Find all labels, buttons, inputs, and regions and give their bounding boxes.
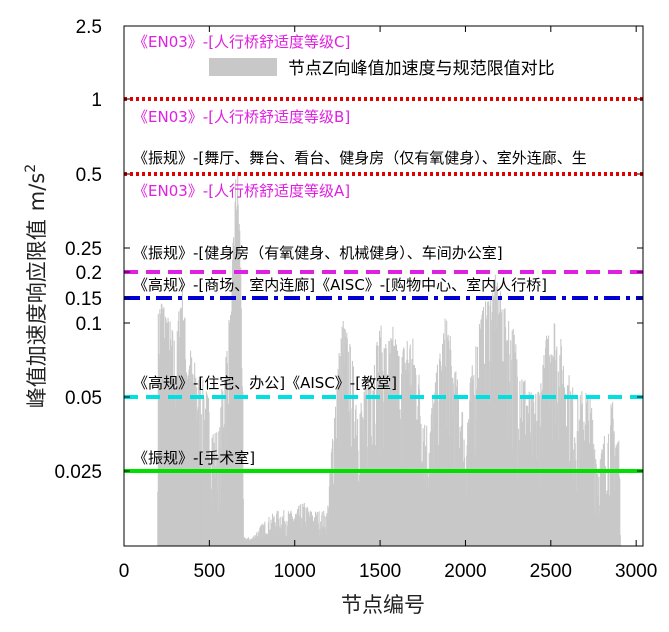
legend-label: 节点Z向峰值加速度与规范限值对比 — [288, 59, 555, 79]
limit-line-label: 《EN03》-[人行桥舒适度等级C] — [133, 33, 350, 51]
y-axis-title: 峰值加速度响应限值 m/s2 — [23, 164, 49, 408]
limit-line-label: 《高规》-[住宅、办公]《AISC》-[教堂] — [133, 374, 397, 392]
y-tick-label: 0.1 — [76, 314, 102, 335]
x-tick-label: 2000 — [444, 561, 486, 582]
y-tick-label: 0.5 — [76, 165, 102, 186]
legend-swatch — [209, 58, 277, 76]
limit-line-label: 《EN03》-[人行桥舒适度等级B] — [133, 108, 350, 126]
y-tick-label: 0.05 — [65, 388, 102, 409]
x-tick-label: 2500 — [530, 561, 572, 582]
y-axis-unit-sup: 2 — [23, 164, 39, 173]
y-axis-title-text: 峰值加速度响应限值 — [25, 219, 49, 408]
x-tick-label: 0 — [119, 561, 130, 582]
x-tick-label: 3000 — [615, 561, 657, 582]
y-tick-label: 0.025 — [54, 462, 102, 483]
annotation-layer: 《EN03》-[人行桥舒适度等级C] 《EN03》-[人行桥舒适度等级B] 《振规》… — [133, 33, 587, 467]
y-tick-label: 1 — [91, 90, 102, 111]
y-tick-label: 0.15 — [65, 289, 102, 310]
limit-line-label: 《振规》-[舞厅、舞台、看台、健身房（仅有氧健身）、室外连廊、生 — [133, 149, 587, 167]
x-tick-label: 500 — [194, 561, 226, 582]
limit-line-label: 《EN03》-[人行桥舒适度等级A] — [133, 182, 350, 200]
data-series-layer — [157, 172, 621, 546]
y-tick-label: 0.2 — [76, 263, 102, 284]
limit-line-label: 《振规》-[手术室] — [133, 449, 255, 467]
limit-lines-layer — [124, 97, 643, 473]
y-tick-label: 0.25 — [65, 239, 102, 260]
plot-frame — [123, 25, 644, 547]
x-tick-label: 1500 — [359, 561, 401, 582]
x-tick-label: 1000 — [274, 561, 316, 582]
limit-line-label: 《振规》-[健身房（有氧健身、机械健身）、车间办公室] — [133, 244, 503, 262]
y-axis-unit: m/s — [25, 173, 49, 211]
x-axis-title: 节点编号 — [341, 593, 425, 617]
limit-line-label: 《高规》-[商场、室内连廊]《AISC》-[购物中心、室内人行桥] — [133, 276, 547, 294]
legend: 节点Z向峰值加速度与规范限值对比 — [209, 58, 555, 79]
ticks-layer: 0 500 1000 1500 2000 2500 3000 0.025 0.05 0.1 0.15… — [54, 17, 657, 582]
y-tick-label: 2.5 — [76, 17, 102, 38]
